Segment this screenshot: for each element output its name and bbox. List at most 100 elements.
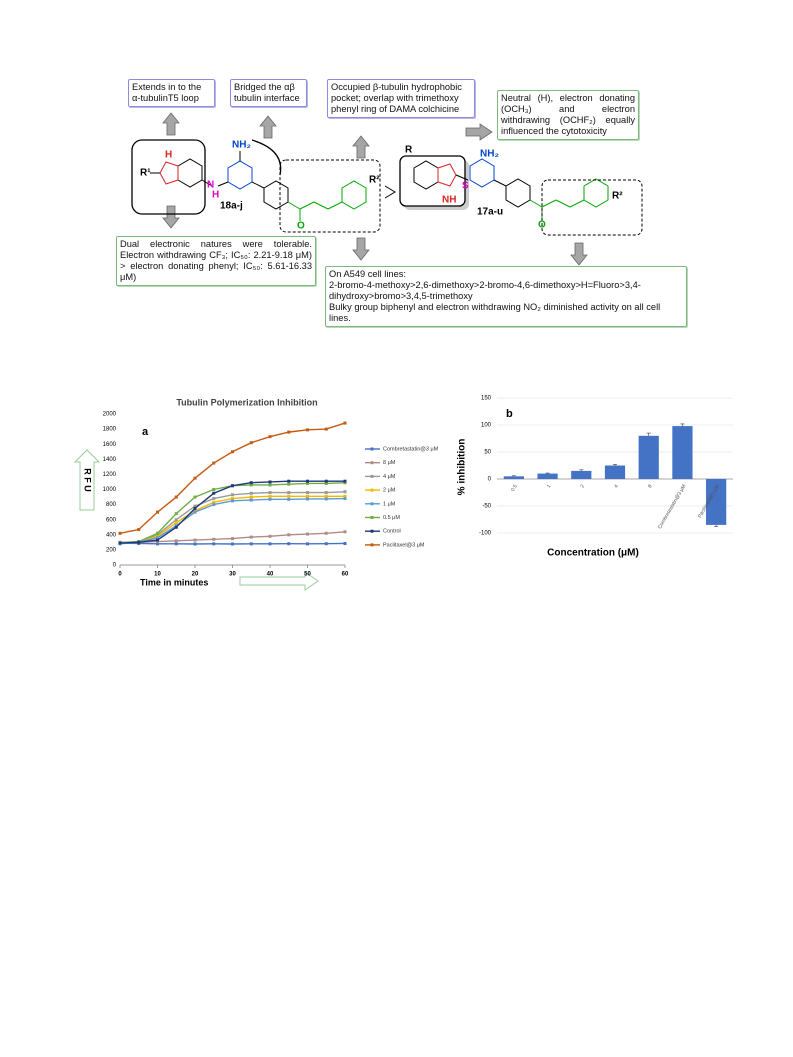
legend-marker bbox=[370, 488, 374, 492]
highlight-box bbox=[131, 139, 206, 215]
point bbox=[174, 518, 178, 522]
point bbox=[156, 533, 159, 537]
y-tick-label: 50 bbox=[484, 450, 491, 456]
point bbox=[249, 491, 253, 495]
y-tick-label: 2000 bbox=[103, 412, 117, 418]
bar bbox=[503, 476, 524, 479]
x-tick-label: Combretastatin@3 μM bbox=[657, 484, 687, 530]
point bbox=[249, 542, 253, 546]
sar-line: 2-bromo-4-methoxy>2,6-dimethoxy>2-bromo-… bbox=[329, 280, 641, 301]
x-tick-label: 60 bbox=[342, 572, 349, 578]
point bbox=[324, 494, 328, 498]
legend-label: Combretastatin@3 μM bbox=[383, 446, 439, 452]
x-tick-label: 10 bbox=[154, 572, 161, 578]
sar-line: Bulky group biphenyl and electron withdr… bbox=[329, 302, 661, 323]
atom: N bbox=[207, 180, 214, 191]
point bbox=[306, 497, 309, 501]
bar bbox=[604, 465, 626, 479]
x-tick-label: 8 bbox=[647, 483, 654, 489]
point bbox=[324, 479, 328, 483]
bar bbox=[706, 479, 727, 525]
x-tick-label: 40 bbox=[267, 572, 274, 578]
x-tick-label: 50 bbox=[304, 572, 311, 578]
y-tick-label: -100 bbox=[479, 531, 492, 537]
y-tick-label: 200 bbox=[106, 547, 117, 553]
point bbox=[212, 491, 216, 495]
point bbox=[118, 541, 122, 545]
point bbox=[343, 541, 347, 545]
legend-label: 0.5 μM bbox=[383, 515, 400, 521]
point bbox=[343, 421, 347, 425]
legend-label: Control bbox=[383, 529, 401, 535]
legend-label: 1 μM bbox=[383, 501, 396, 507]
point bbox=[174, 525, 178, 529]
legend-marker bbox=[370, 543, 374, 547]
point bbox=[268, 534, 272, 538]
point bbox=[287, 482, 291, 486]
point bbox=[324, 497, 328, 501]
legend-label: 2 μM bbox=[383, 488, 396, 494]
legend-marker bbox=[370, 461, 374, 465]
compound-label: 17a-u bbox=[477, 207, 503, 218]
point bbox=[249, 481, 253, 485]
bar bbox=[571, 470, 592, 479]
x-tick-label: 0 bbox=[118, 572, 122, 578]
point bbox=[193, 504, 197, 508]
atom: NH₂ bbox=[232, 140, 251, 151]
y-axis-label: R F U bbox=[83, 468, 93, 492]
legend-marker bbox=[370, 516, 374, 519]
point bbox=[137, 540, 141, 544]
legend-marker bbox=[370, 474, 374, 478]
structure-18 bbox=[150, 139, 396, 233]
series-line bbox=[119, 422, 346, 534]
atom: R¹ bbox=[140, 168, 151, 179]
point bbox=[249, 495, 253, 499]
y-tick-label: 400 bbox=[106, 532, 117, 538]
legend-marker bbox=[370, 447, 374, 451]
point bbox=[306, 491, 309, 495]
charts: Tubulin Polymerization Inhibition a Time i… bbox=[73, 396, 733, 591]
point bbox=[249, 535, 253, 539]
point bbox=[193, 509, 197, 513]
point bbox=[249, 483, 253, 487]
x-tick-label: 1 bbox=[546, 483, 553, 489]
point bbox=[212, 542, 216, 546]
atom: R bbox=[405, 145, 413, 156]
sar-box: On A549 cell lines: 2-bromo-4-methoxy>2,… bbox=[325, 266, 687, 327]
y-tick-label: 1000 bbox=[103, 487, 117, 493]
point bbox=[343, 479, 347, 483]
scheme: R¹ H N H NH₂ O R² R NH S NH₂ O R² 18a-j … bbox=[131, 112, 643, 266]
structure-17 bbox=[413, 158, 643, 236]
y-tick-label: 0 bbox=[488, 477, 492, 483]
atom: NH₂ bbox=[480, 149, 499, 160]
y-tick-label: 1800 bbox=[103, 427, 117, 433]
panel-label: a bbox=[142, 426, 149, 438]
y-axis-label: % inhibition bbox=[457, 439, 468, 496]
point bbox=[174, 542, 178, 546]
x-axis-label: Concentration (μM) bbox=[547, 548, 639, 559]
atom: NH bbox=[442, 195, 456, 206]
point bbox=[287, 542, 291, 546]
legend-label: 4 μM bbox=[383, 474, 396, 480]
bar bbox=[537, 473, 558, 479]
point bbox=[268, 497, 272, 501]
point bbox=[174, 524, 178, 528]
point bbox=[212, 497, 216, 501]
point bbox=[231, 484, 234, 488]
point bbox=[249, 441, 253, 445]
point bbox=[174, 495, 178, 499]
bar bbox=[638, 435, 659, 479]
point bbox=[268, 435, 272, 439]
point bbox=[193, 538, 197, 542]
point bbox=[156, 531, 159, 535]
point bbox=[268, 483, 272, 487]
point bbox=[156, 534, 159, 538]
point bbox=[306, 542, 309, 546]
point bbox=[212, 500, 216, 504]
x-tick-label: 4 bbox=[613, 483, 620, 489]
x-tick-label: 20 bbox=[192, 572, 199, 578]
point bbox=[324, 481, 328, 485]
point bbox=[193, 476, 197, 480]
point bbox=[287, 491, 291, 495]
